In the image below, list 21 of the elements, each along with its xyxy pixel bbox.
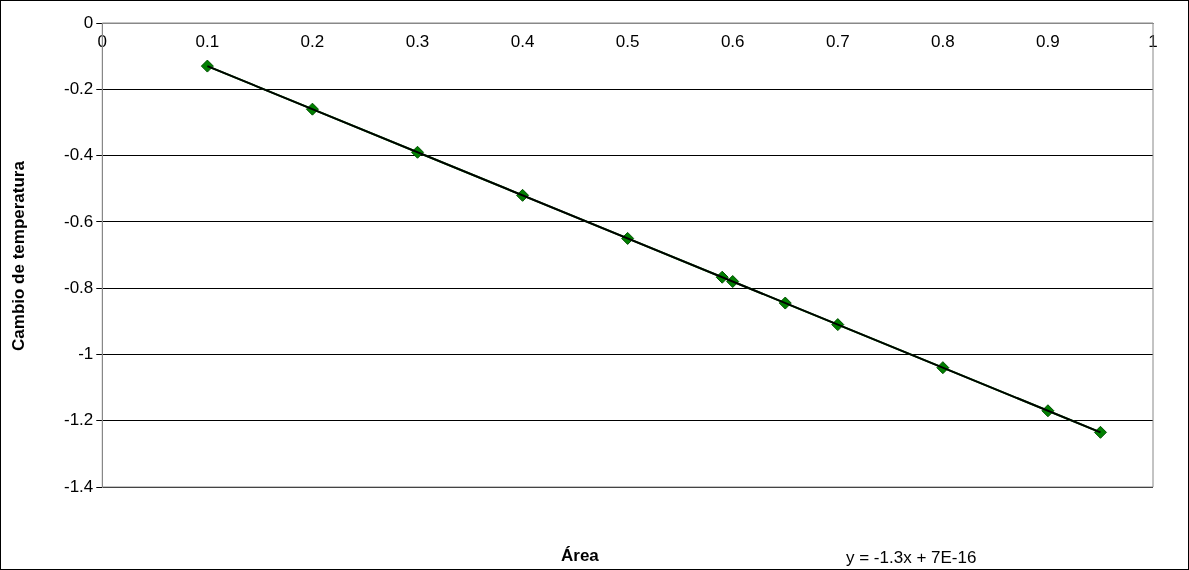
text: y = -1.3x + 7E-16 [846,548,977,568]
x-tick-label: 0.6 [720,31,745,51]
x-tick-label: 0.8 [931,31,955,51]
y-tick-label: -0.2 [64,78,94,98]
x-tick-label: 0.5 [615,31,640,51]
x-tick-label: 0.2 [300,31,325,51]
x-axis-title: Área [561,546,599,566]
y-axis-title: Cambio de temperatura [9,161,29,351]
x-tick-label: 1 [1148,31,1158,51]
y-tick-label: -1.2 [64,410,94,430]
x-tick-label: 0.4 [510,31,535,51]
x-tick-label: 0.7 [825,31,850,51]
y-tick-label: -0.4 [64,145,94,165]
y-tick-label: 0 [83,12,94,32]
x-tick-label: 0.3 [405,31,430,51]
y-tick-label: -1.4 [64,476,94,496]
x-tick-label: 0.1 [195,31,220,51]
y-tick-label: -0.6 [64,211,94,231]
x-tick-label: 0.9 [1036,31,1060,51]
y-tick-label: -0.8 [64,277,94,297]
y-tick-label: -1 [78,344,94,364]
